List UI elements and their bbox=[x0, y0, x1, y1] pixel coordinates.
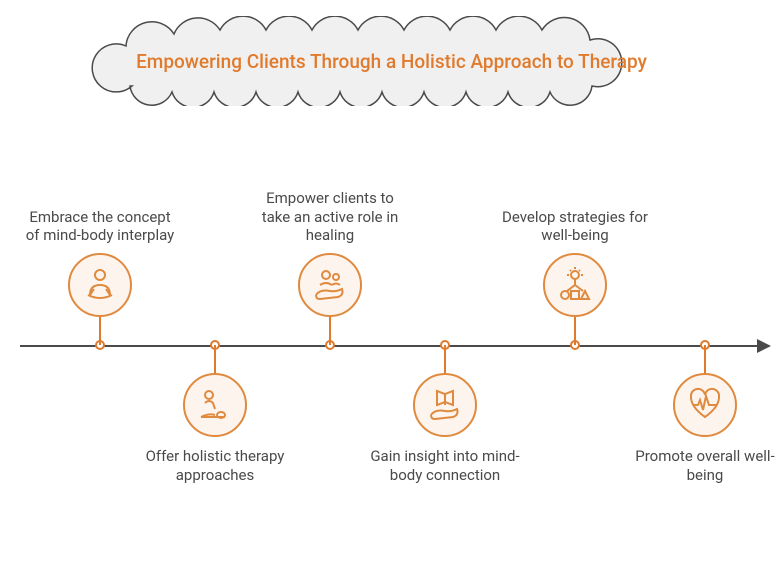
timeline-line bbox=[20, 345, 763, 347]
connector-insight bbox=[444, 345, 446, 373]
page-title: Empowering Clients Through a Holistic Ap… bbox=[72, 16, 712, 106]
step-icon-circle-insight bbox=[413, 373, 477, 437]
step-label-insight: Gain insight into mind-body connection bbox=[370, 447, 520, 485]
step-label-offer: Offer holistic therapy approaches bbox=[140, 447, 290, 485]
connector-empower bbox=[329, 317, 331, 345]
massage-icon bbox=[195, 385, 235, 425]
connector-promote bbox=[704, 345, 706, 373]
connector-embrace bbox=[99, 317, 101, 345]
timeline-arrowhead bbox=[757, 339, 771, 353]
connector-offer bbox=[214, 345, 216, 373]
step-label-embrace: Embrace the concept of mind-body interpl… bbox=[25, 208, 175, 246]
step-icon-circle-develop bbox=[543, 253, 607, 317]
strategy-icon bbox=[555, 265, 595, 305]
hand-people-icon bbox=[310, 265, 350, 305]
step-icon-circle-empower bbox=[298, 253, 362, 317]
step-label-empower: Empower clients to take an active role i… bbox=[255, 189, 405, 245]
step-label-develop: Develop strategies for well-being bbox=[500, 208, 650, 246]
step-label-promote: Promote overall well-being bbox=[630, 447, 780, 485]
hand-book-icon bbox=[425, 385, 465, 425]
meditate-icon bbox=[80, 265, 120, 305]
step-icon-circle-embrace bbox=[68, 253, 132, 317]
connector-develop bbox=[574, 317, 576, 345]
heart-icon bbox=[685, 385, 725, 425]
step-icon-circle-offer bbox=[183, 373, 247, 437]
title-cloud: Empowering Clients Through a Holistic Ap… bbox=[72, 16, 712, 106]
step-icon-circle-promote bbox=[673, 373, 737, 437]
